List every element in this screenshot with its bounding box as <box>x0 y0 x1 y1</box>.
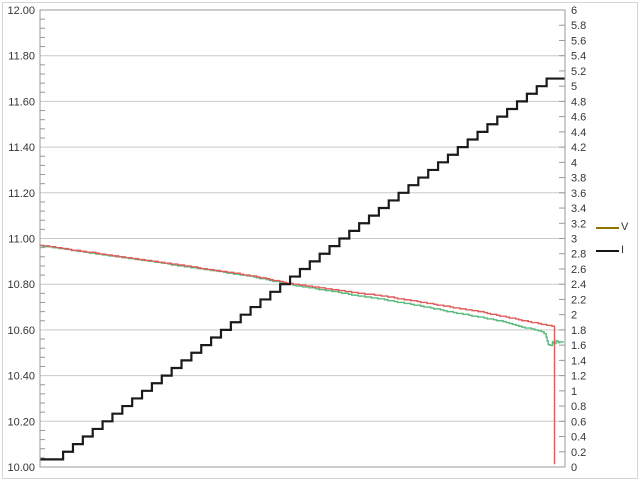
left-axis-label: 12.00 <box>7 5 35 17</box>
right-axis-label: 3 <box>571 234 577 246</box>
right-axis-label: 4 <box>571 157 577 169</box>
left-axis-label: 11.60 <box>8 96 35 108</box>
legend-label-v: V <box>621 221 629 233</box>
right-axis-label: 5.6 <box>571 35 586 47</box>
left-axis-label: 11.00 <box>8 234 35 246</box>
right-axis-label: 0.2 <box>571 447 586 459</box>
i-line <box>40 77 565 461</box>
right-axis-label: 3.4 <box>571 203 586 215</box>
right-axis-label: 5 <box>571 81 577 93</box>
right-axis-label: 5.4 <box>571 51 586 63</box>
left-axis-label: 11.20 <box>8 188 35 200</box>
i-series-swatch <box>596 249 619 252</box>
right-axis-label: 3.8 <box>571 173 586 185</box>
right-axis-label: 1.8 <box>571 325 586 337</box>
right-axis-label: 4.4 <box>571 127 586 139</box>
right-axis-label: 2.8 <box>571 249 586 261</box>
right-axis-label: 1.2 <box>571 371 586 383</box>
v-green-line <box>40 245 564 347</box>
right-axis-label: 6 <box>571 5 577 17</box>
right-axis-label: 0.8 <box>571 401 586 413</box>
right-axis-label: 0 <box>571 462 577 474</box>
right-axis-label: 2.4 <box>571 279 586 291</box>
right-axis-label: 1 <box>571 386 577 398</box>
right-axis-label: 4.2 <box>571 142 586 154</box>
v-red-line <box>40 244 556 465</box>
right-axis-label: 2 <box>571 310 577 322</box>
plot-border <box>39 9 566 468</box>
v-series-swatch <box>596 226 619 229</box>
left-axis-label: 10.60 <box>7 325 35 337</box>
right-axis-label: 5.8 <box>571 20 586 32</box>
legend-item-i: I <box>596 239 628 262</box>
right-axis-label: 1.6 <box>571 340 586 352</box>
right-axis-label: 3.6 <box>571 188 586 200</box>
left-axis-label: 11.40 <box>8 142 35 154</box>
right-axis-label: 0.6 <box>571 416 586 428</box>
right-axis-label: 2.2 <box>571 294 586 306</box>
legend-item-v: V <box>596 216 628 239</box>
right-axis-label: 2.6 <box>571 264 586 276</box>
legend-label-i: I <box>621 244 625 256</box>
legend: V I <box>596 216 628 262</box>
right-axis-label: 0.4 <box>571 432 586 444</box>
right-axis-label: 4.8 <box>571 96 586 108</box>
right-axis-label: 4.6 <box>571 112 586 124</box>
left-axis-label: 10.80 <box>7 279 35 291</box>
left-axis-label: 10.00 <box>7 462 35 474</box>
left-axis-label: 10.40 <box>7 371 35 383</box>
left-axis-label: 10.20 <box>7 416 35 428</box>
right-axis-label: 5.2 <box>571 66 586 78</box>
right-axis-label: 3.2 <box>571 218 586 230</box>
left-axis-label: 11.80 <box>8 51 35 63</box>
right-axis-label: 1.4 <box>571 355 586 367</box>
